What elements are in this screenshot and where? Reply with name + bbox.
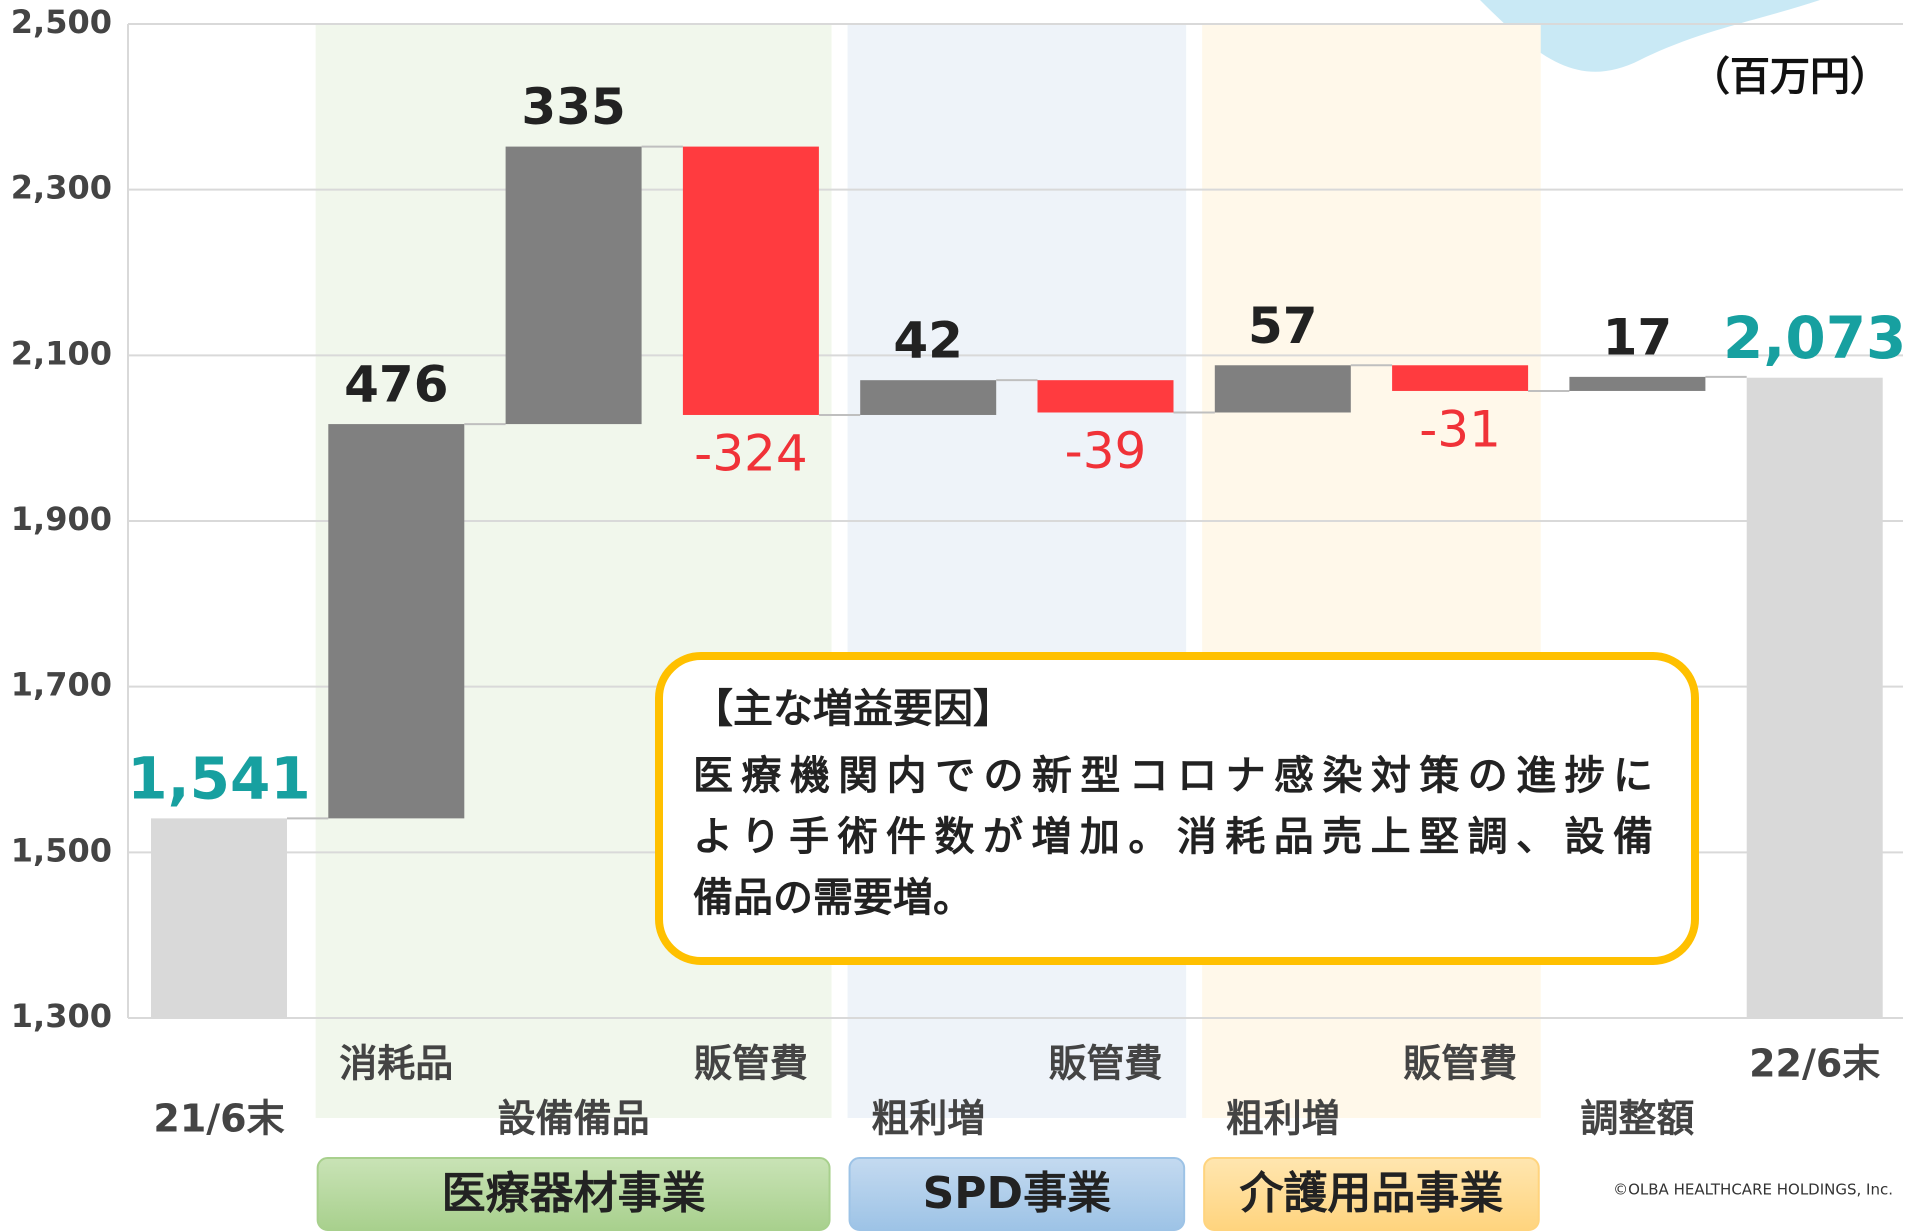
y-tick-label: 2,100 — [11, 334, 112, 372]
x-tick-label: 21/6末 — [153, 1097, 284, 1141]
annotation-line: 備品の需要増。 — [693, 875, 973, 921]
y-tick-label: 1,500 — [11, 831, 112, 869]
x-tick-label: 粗利増 — [871, 1097, 985, 1141]
bar — [1038, 380, 1174, 412]
y-tick-label: 2,500 — [11, 3, 112, 41]
x-tick-label: 22/6末 — [1749, 1042, 1880, 1086]
value-label: 17 — [1603, 308, 1673, 366]
x-tick-label: 消耗品 — [339, 1042, 453, 1086]
bar — [860, 380, 996, 415]
bar — [506, 147, 642, 424]
bar — [1392, 365, 1528, 391]
x-tick-label: 販管費 — [694, 1042, 808, 1086]
y-tick-label: 1,900 — [11, 500, 112, 538]
y-tick-label: 1,700 — [11, 666, 112, 704]
bar — [683, 147, 819, 415]
x-tick-label: 粗利増 — [1226, 1097, 1340, 1141]
x-tick-label: 販管費 — [1403, 1042, 1517, 1086]
x-tick-label: 販管費 — [1048, 1042, 1162, 1086]
value-label: 2,073 — [1723, 304, 1906, 372]
y-tick-label: 2,300 — [11, 169, 112, 207]
value-label: 1,541 — [127, 744, 310, 812]
value-label: 42 — [893, 312, 963, 370]
bar — [151, 818, 287, 1018]
x-tick-label: 調整額 — [1580, 1097, 1694, 1141]
y-tick-label: 1,300 — [11, 997, 112, 1035]
bar — [1747, 378, 1883, 1018]
bar — [328, 424, 464, 818]
chart: （百万円） 医療器材事業 SPD事業 介護用品事業 1,300 1,500 1,700 1,… — [0, 0, 1907, 1232]
unit-label: （百万円） — [1690, 54, 1890, 100]
value-label: -39 — [1065, 422, 1147, 480]
value-label: -31 — [1419, 400, 1501, 458]
bar — [1569, 377, 1705, 391]
x-tick-label: 設備備品 — [498, 1097, 650, 1141]
segment-label: 介護用品事業 — [1239, 1168, 1503, 1219]
copyright: ©OLBA HEALTHCARE HOLDINGS, Inc. — [1613, 1181, 1893, 1199]
segment-label: SPD事業 — [923, 1168, 1111, 1219]
segment-label: 医療器材事業 — [442, 1168, 706, 1219]
value-label: -324 — [694, 424, 807, 482]
value-label: 57 — [1248, 297, 1318, 355]
annotation-title: 【主な増益要因】 — [693, 686, 1013, 732]
value-label: 476 — [344, 356, 448, 414]
value-label: 335 — [521, 78, 625, 136]
bar — [1215, 365, 1351, 412]
